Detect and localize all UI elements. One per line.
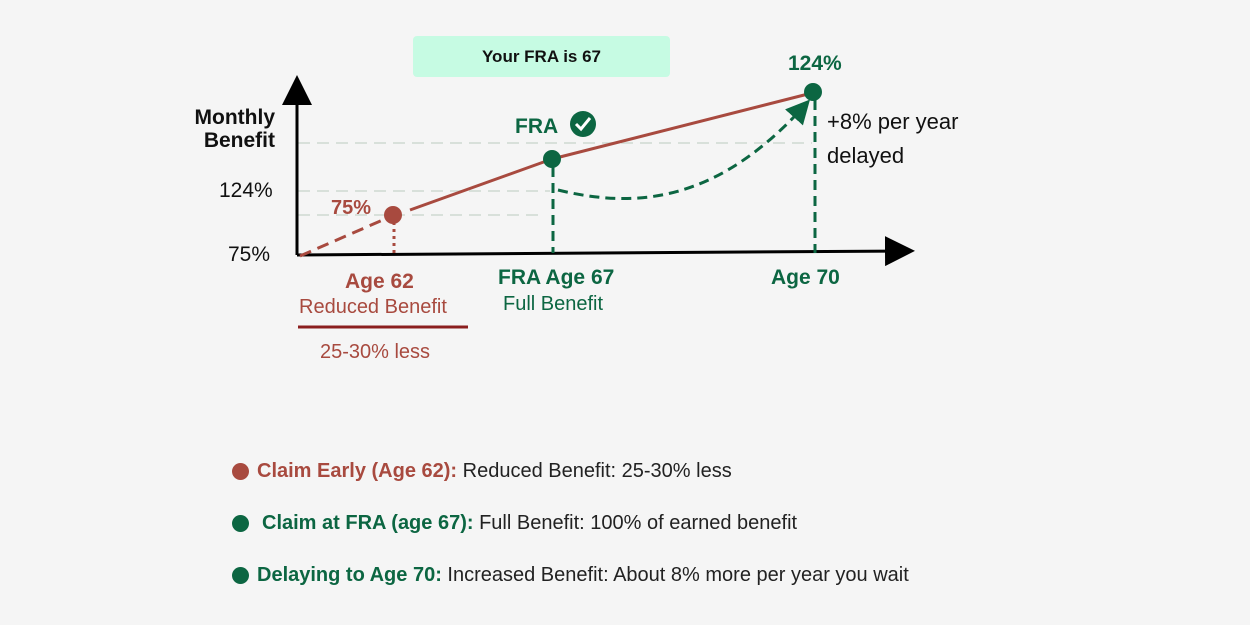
legend-item-fra: Claim at FRA (age 67): Full Benefit: 100… <box>232 512 797 535</box>
age62-sub: Reduced Benefit <box>299 296 447 318</box>
legend-early-text: Reduced Benefit: 25-30% less <box>462 460 732 482</box>
fra-banner-text: Your FRA is 67 <box>481 46 602 66</box>
legend-delay-text: Increased Benefit: About 8% more per yea… <box>447 564 909 586</box>
legend-fra-title: Claim at FRA (age 67): <box>262 512 474 534</box>
legend-early-title: Claim Early (Age 62): <box>257 460 458 482</box>
x-axis <box>296 236 915 267</box>
y-axis-title-line1: Monthly <box>194 106 275 129</box>
legend-item-delay: Delaying to Age 70: Increased Benefit: A… <box>232 564 909 587</box>
fra-banner: Your FRA is 67 <box>413 36 670 77</box>
fra-sub: Full Benefit <box>503 293 604 315</box>
green-dot-icon <box>232 567 249 584</box>
point-age62 <box>384 206 402 224</box>
benefit-line-2 <box>551 91 813 161</box>
red-dot-icon <box>232 463 249 480</box>
legend-delay-title: Delaying to Age 70: <box>257 564 442 586</box>
y-axis-title: Monthly Benefit <box>195 106 275 152</box>
delay-curve <box>557 99 811 201</box>
delay-line2: delayed <box>827 143 905 168</box>
check-circle-icon <box>570 111 596 137</box>
y-axis-title-line2: Benefit <box>203 129 275 152</box>
age62-note: 25-30% less <box>320 341 431 363</box>
xlabel-age67: FRA Age 67 <box>498 266 615 289</box>
label-124: 124% <box>788 52 842 75</box>
legend-fra-text: Full Benefit: 100% of earned benefit <box>479 512 798 534</box>
label-fra: FRA <box>515 115 559 138</box>
xlabel-age70: Age 70 <box>771 266 840 289</box>
point-age70 <box>804 83 822 101</box>
green-dot-icon <box>232 515 249 532</box>
early-dashed-line <box>299 217 386 258</box>
benefit-line-1 <box>409 157 553 212</box>
delay-annotation: +8% per year delayed <box>827 105 958 173</box>
xlabel-age62: Age 62 <box>345 270 414 293</box>
label-75: 75% <box>331 197 372 219</box>
ytick-124: 124% <box>219 179 273 202</box>
legend-item-early: Claim Early (Age 62): Reduced Benefit: 2… <box>232 460 732 483</box>
delay-line1: +8% per year <box>827 109 959 134</box>
ytick-75: 75% <box>228 243 271 266</box>
point-age67 <box>543 150 561 168</box>
